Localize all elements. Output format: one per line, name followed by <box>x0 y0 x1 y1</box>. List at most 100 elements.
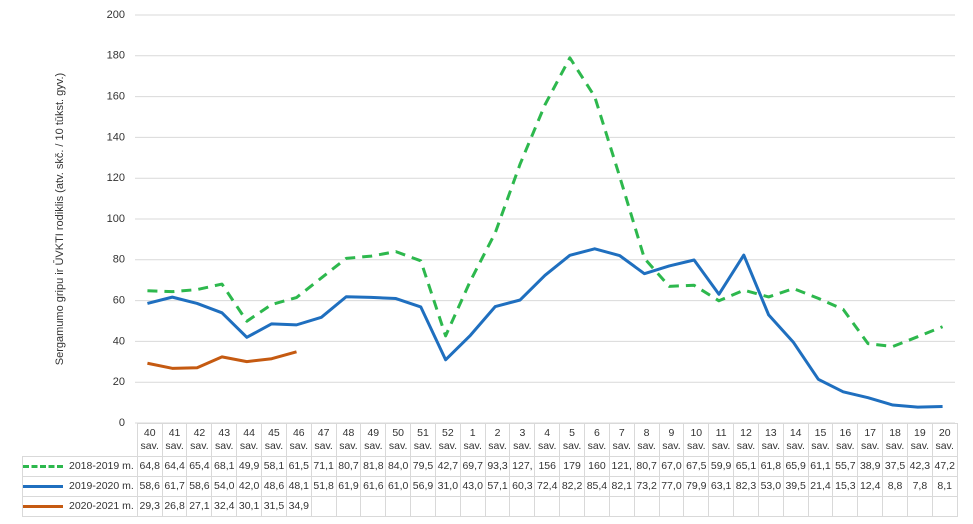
x-tick-label: 49 sav. <box>360 423 387 457</box>
data-label <box>559 496 585 517</box>
data-label: 60,3 <box>509 476 536 497</box>
data-label: 57,1 <box>484 476 511 497</box>
data-label: 8,1 <box>931 476 958 497</box>
data-label <box>459 496 486 517</box>
data-label: 31,5 <box>261 496 287 517</box>
data-label: 30,1 <box>236 496 263 517</box>
data-label: 82,2 <box>559 476 585 497</box>
data-label: 55,7 <box>832 456 859 477</box>
x-tick-label: 9 sav. <box>658 423 685 457</box>
data-label: 73,2 <box>633 476 660 497</box>
data-label <box>658 496 685 517</box>
data-label: 61,9 <box>335 476 362 497</box>
legend-label: 2018-2019 m. <box>69 460 134 472</box>
data-label: 12,4 <box>857 476 884 497</box>
data-label <box>882 496 908 517</box>
y-tick-label: 80 <box>113 254 125 266</box>
data-label <box>335 496 362 517</box>
legend-swatch <box>23 484 63 488</box>
data-label <box>310 496 337 517</box>
data-label: 61,6 <box>360 476 387 497</box>
data-label: 80,7 <box>633 456 660 477</box>
data-label: 179 <box>559 456 585 477</box>
x-tick-label: 1 sav. <box>459 423 486 457</box>
data-label: 85,4 <box>583 476 610 497</box>
legend-label: 2020-2021 m. <box>69 500 134 512</box>
data-label: 79,5 <box>410 456 436 477</box>
legend-swatch <box>23 504 63 508</box>
x-tick-label: 40 sav. <box>136 423 163 457</box>
legend-cell: 2019-2020 m. <box>22 476 138 497</box>
y-tick-label: 100 <box>107 213 125 225</box>
data-label <box>857 496 884 517</box>
data-label <box>733 496 759 517</box>
x-tick-label: 13 sav. <box>757 423 784 457</box>
data-label <box>534 496 561 517</box>
data-label <box>385 496 412 517</box>
data-label: 15,3 <box>832 476 859 497</box>
data-label: 54,0 <box>211 476 238 497</box>
series-line <box>147 350 297 370</box>
series-row: 2020-2021 m. 29,3 26,8 27,1 32,4 30,1 31,5 34,9 <box>22 496 958 517</box>
data-label <box>583 496 610 517</box>
data-label: 47,2 <box>931 456 958 477</box>
x-tick-label: 3 sav. <box>509 423 536 457</box>
corner-cell <box>23 424 138 457</box>
x-tick-label: 16 sav. <box>832 423 859 457</box>
y-tick-label: 140 <box>107 131 125 143</box>
data-label: 43,0 <box>459 476 486 497</box>
x-tick-label: 42 sav. <box>186 423 213 457</box>
data-label: 42,0 <box>236 476 263 497</box>
data-label: 71,1 <box>310 456 337 477</box>
data-label: 84,0 <box>385 456 412 477</box>
data-label: 69,7 <box>459 456 486 477</box>
data-label <box>434 496 461 517</box>
data-label: 8,8 <box>882 476 908 497</box>
series-row: 2018-2019 m. 64,8 64,4 65,4 68,1 49,9 58,1 61,5… <box>22 456 958 477</box>
x-tick-label: 52 sav. <box>434 423 461 457</box>
y-tick-label: 0 <box>119 417 125 429</box>
data-label: 160 <box>583 456 610 477</box>
data-label: 32,4 <box>211 496 238 517</box>
data-label: 65,4 <box>186 456 213 477</box>
legend-cell: 2018-2019 m. <box>22 456 138 477</box>
x-tick-label: 45 sav. <box>261 423 287 457</box>
data-label: 121, <box>608 456 635 477</box>
data-label: 72,4 <box>534 476 561 497</box>
data-label: 29,3 <box>136 496 163 517</box>
data-label <box>683 496 710 517</box>
data-label: 26,8 <box>161 496 188 517</box>
y-tick-label: 200 <box>107 9 125 21</box>
x-tick-label: 12 sav. <box>733 423 759 457</box>
x-tick-label: 15 sav. <box>807 423 834 457</box>
data-label: 31,0 <box>434 476 461 497</box>
data-label <box>931 496 958 517</box>
data-label: 42,7 <box>434 456 461 477</box>
data-label: 58,6 <box>136 476 163 497</box>
legend-swatch <box>23 464 63 468</box>
data-label <box>509 496 536 517</box>
data-label: 38,9 <box>857 456 884 477</box>
y-tick-label: 40 <box>113 335 125 347</box>
data-label <box>782 496 809 517</box>
x-tick-label: 2 sav. <box>484 423 511 457</box>
data-label <box>484 496 511 517</box>
data-label: 48,1 <box>285 476 312 497</box>
data-label: 27,1 <box>186 496 213 517</box>
x-tick-label: 11 sav. <box>708 423 735 457</box>
data-table: 40 sav. 41 sav. 42 sav. 43 sav. 44 sav. 45 sa… <box>22 423 958 517</box>
x-tick-label: 6 sav. <box>583 423 610 457</box>
data-label: 65,1 <box>733 456 759 477</box>
data-label: 37,5 <box>882 456 908 477</box>
data-label <box>807 496 834 517</box>
data-label: 156 <box>534 456 561 477</box>
data-label: 79,9 <box>683 476 710 497</box>
x-tick-label: 41 sav. <box>161 423 188 457</box>
data-label: 82,3 <box>733 476 759 497</box>
data-label <box>708 496 735 517</box>
data-label: 7,8 <box>906 476 933 497</box>
data-label: 48,6 <box>261 476 287 497</box>
x-tick-label: 5 sav. <box>559 423 585 457</box>
data-label: 39,5 <box>782 476 809 497</box>
